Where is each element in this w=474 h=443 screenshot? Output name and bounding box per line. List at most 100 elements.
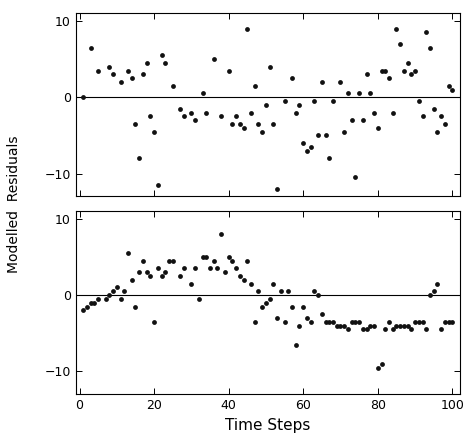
- Point: [400, 67, 408, 74]
- Point: [374, 364, 382, 371]
- Point: [255, 288, 262, 295]
- Point: [251, 82, 258, 89]
- Point: [270, 280, 277, 287]
- Point: [445, 82, 452, 89]
- Point: [132, 120, 139, 128]
- Point: [292, 109, 300, 116]
- Point: [438, 326, 445, 333]
- Point: [389, 326, 396, 333]
- Point: [329, 318, 337, 325]
- Point: [247, 280, 255, 287]
- Point: [258, 303, 266, 310]
- Point: [244, 257, 251, 264]
- Point: [419, 318, 426, 325]
- Point: [329, 97, 337, 105]
- Point: [322, 132, 329, 139]
- Point: [310, 97, 318, 105]
- Point: [359, 326, 367, 333]
- Point: [94, 295, 102, 303]
- Point: [382, 326, 389, 333]
- Point: [385, 74, 393, 82]
- Point: [307, 143, 314, 150]
- Point: [273, 185, 281, 192]
- X-axis label: Time Steps: Time Steps: [225, 418, 310, 433]
- Point: [326, 155, 333, 162]
- Point: [128, 74, 136, 82]
- Point: [314, 132, 322, 139]
- Point: [392, 322, 400, 329]
- Point: [94, 67, 102, 74]
- Point: [109, 288, 117, 295]
- Point: [318, 78, 326, 85]
- Point: [348, 117, 356, 124]
- Point: [314, 291, 322, 299]
- Point: [438, 113, 445, 120]
- Point: [195, 295, 203, 303]
- Point: [415, 97, 422, 105]
- Point: [448, 86, 456, 93]
- Point: [206, 265, 214, 272]
- Point: [266, 63, 273, 70]
- Point: [143, 268, 150, 276]
- Point: [210, 257, 218, 264]
- Point: [270, 120, 277, 128]
- Point: [411, 67, 419, 74]
- Point: [232, 113, 240, 120]
- Point: [188, 280, 195, 287]
- Point: [411, 318, 419, 325]
- Point: [303, 315, 311, 322]
- Point: [352, 318, 359, 325]
- Point: [296, 322, 303, 329]
- Point: [356, 318, 363, 325]
- Point: [441, 318, 449, 325]
- Point: [404, 59, 411, 66]
- Point: [154, 265, 162, 272]
- Point: [228, 120, 236, 128]
- Point: [422, 29, 430, 36]
- Point: [169, 257, 176, 264]
- Point: [210, 55, 218, 62]
- Point: [422, 326, 430, 333]
- Point: [392, 25, 400, 32]
- Point: [146, 113, 154, 120]
- Point: [415, 318, 422, 325]
- Point: [255, 120, 262, 128]
- Point: [337, 322, 344, 329]
- Point: [228, 257, 236, 264]
- Point: [337, 78, 344, 85]
- Point: [430, 105, 438, 112]
- Point: [139, 71, 147, 78]
- Point: [258, 128, 266, 135]
- Point: [191, 265, 199, 272]
- Point: [445, 318, 452, 325]
- Point: [288, 303, 296, 310]
- Point: [262, 299, 270, 306]
- Point: [87, 299, 94, 306]
- Point: [318, 311, 326, 318]
- Point: [359, 117, 367, 124]
- Point: [158, 52, 165, 59]
- Point: [374, 124, 382, 131]
- Point: [176, 272, 184, 280]
- Point: [218, 113, 225, 120]
- Point: [352, 174, 359, 181]
- Point: [348, 318, 356, 325]
- Point: [333, 322, 340, 329]
- Point: [139, 257, 147, 264]
- Point: [441, 120, 449, 128]
- Point: [80, 94, 87, 101]
- Point: [236, 272, 244, 280]
- Point: [202, 253, 210, 260]
- Point: [277, 288, 285, 295]
- Point: [389, 109, 396, 116]
- Point: [236, 120, 244, 128]
- Point: [408, 71, 415, 78]
- Point: [396, 322, 404, 329]
- Point: [240, 276, 247, 284]
- Point: [284, 288, 292, 295]
- Point: [191, 117, 199, 124]
- Point: [262, 101, 270, 109]
- Point: [162, 59, 169, 66]
- Point: [326, 318, 333, 325]
- Point: [344, 90, 352, 97]
